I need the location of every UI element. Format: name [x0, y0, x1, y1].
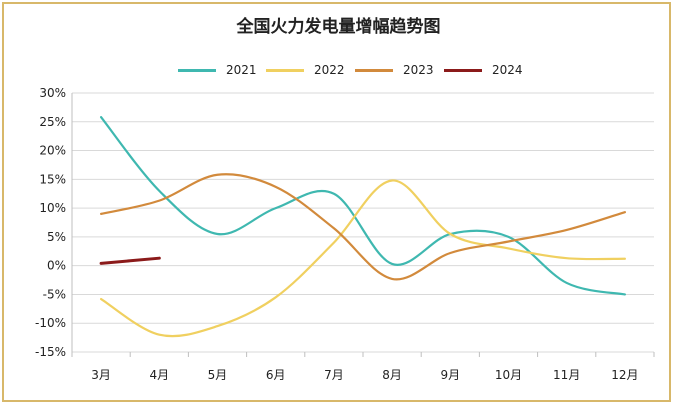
series-line-2023	[100, 173, 626, 281]
chart-frame	[2, 2, 671, 402]
y-tick-label: 20%	[39, 144, 66, 158]
y-tick-label: 25%	[39, 115, 66, 129]
legend-label-2022: 2022	[314, 63, 345, 77]
legend-label-2024: 2024	[492, 63, 523, 77]
x-tick-label: 5月	[208, 368, 228, 382]
x-tick-label: 10月	[495, 368, 522, 382]
legend-label-2021: 2021	[226, 63, 257, 77]
x-tick-label: 9月	[440, 368, 460, 382]
x-tick-label: 4月	[149, 368, 169, 382]
chart-legend: 2021 2022 2023 2024	[0, 60, 677, 80]
series-line-2024	[99, 256, 161, 265]
y-tick-label: 10%	[39, 201, 66, 215]
legend-swatch-2022	[266, 68, 304, 72]
y-tick-label: 15%	[39, 172, 66, 186]
x-tick-label: 8月	[382, 368, 402, 382]
x-tick-label: 6月	[266, 368, 286, 382]
x-tick-label: 12月	[611, 368, 638, 382]
y-tick-label: 30%	[39, 86, 66, 100]
legend-swatch-2023	[355, 68, 393, 72]
legend-item-2023: 2023	[355, 60, 434, 80]
y-tick-label: -10%	[35, 316, 66, 330]
legend-item-2021: 2021	[178, 60, 257, 80]
x-tick-label: 7月	[324, 368, 344, 382]
y-tick-label: -15%	[35, 345, 66, 359]
legend-swatch-2021	[178, 68, 216, 72]
y-tick-label: -5%	[43, 287, 66, 301]
chart-title: 全国火力发电量增幅趋势图	[236, 17, 441, 37]
series-line-2022	[100, 179, 626, 338]
x-tick-label: 11月	[553, 368, 580, 382]
legend-label-2023: 2023	[403, 63, 434, 77]
y-tick-label: 0%	[47, 259, 66, 273]
y-tick-label: 5%	[47, 230, 66, 244]
legend-item-2024: 2024	[444, 60, 523, 80]
legend-swatch-2024	[444, 68, 482, 72]
x-tick-label: 3月	[91, 368, 111, 382]
legend-item-2022: 2022	[266, 60, 345, 80]
